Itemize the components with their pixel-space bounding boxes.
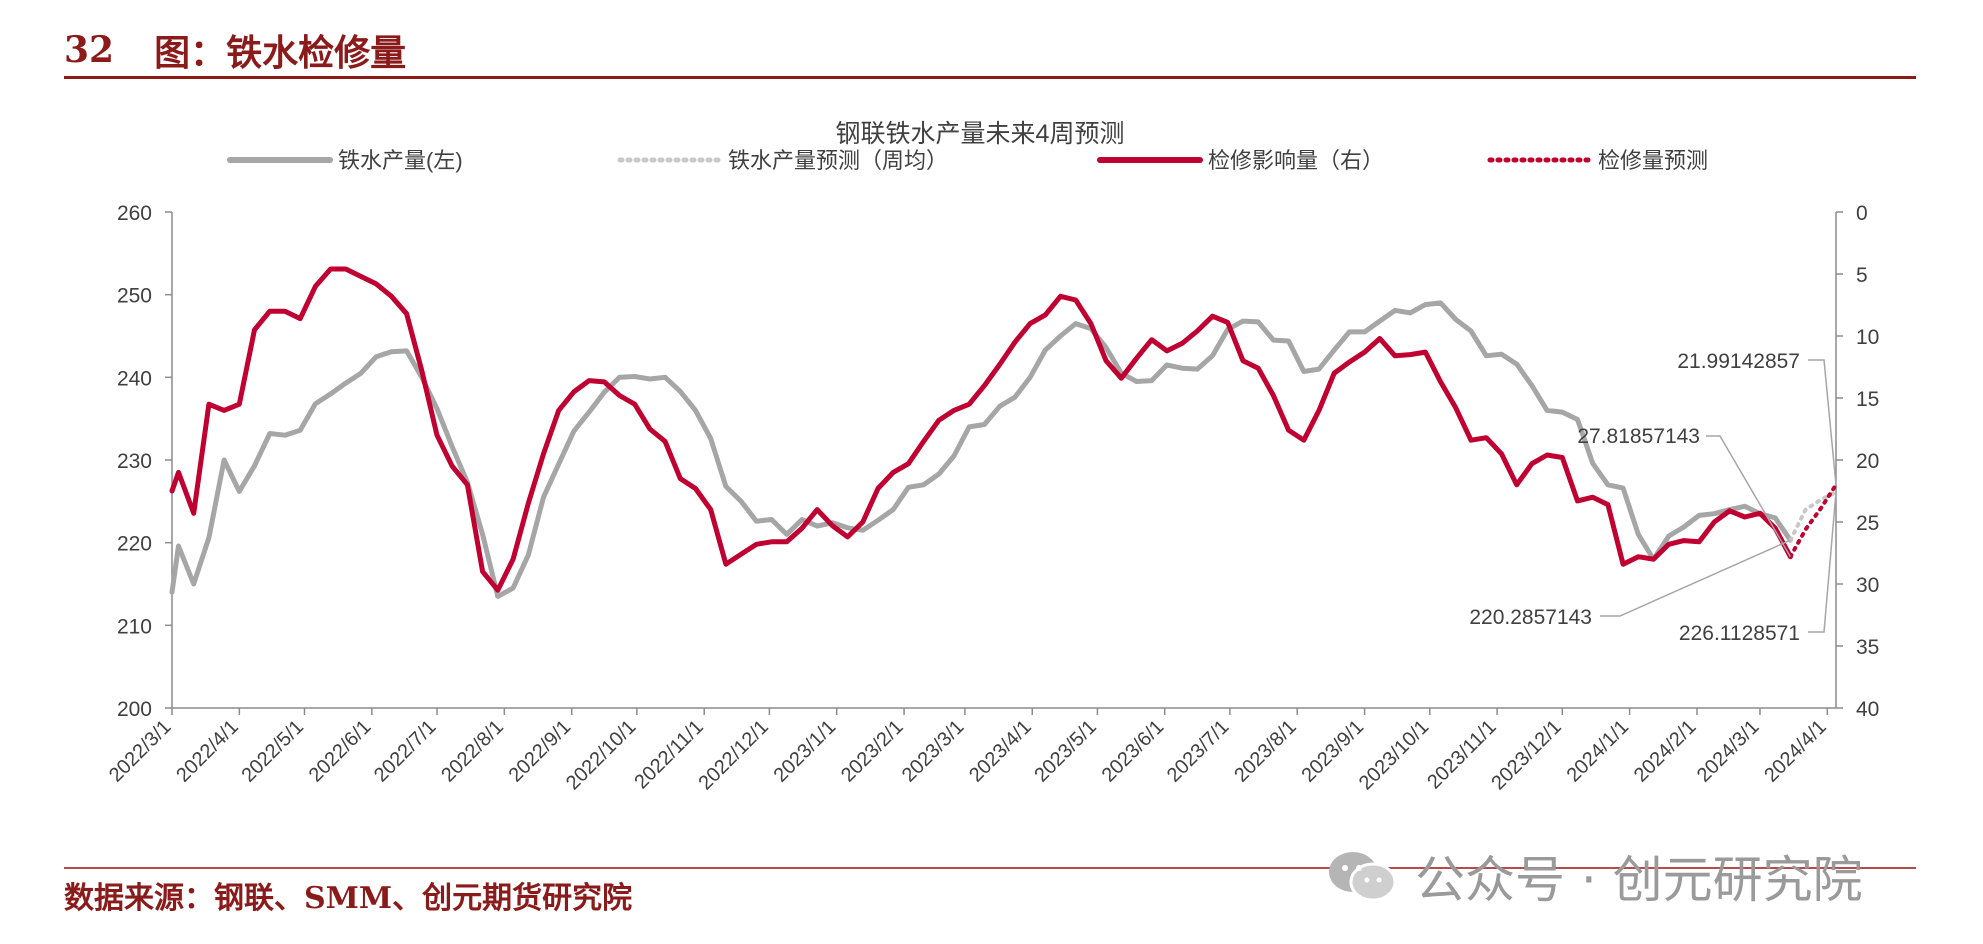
chart-title: 钢联铁水产量未来4周预测 [836,120,1125,148]
x-tick-label: 2023/8/1 [1230,716,1301,787]
right-tick-label: 0 [1856,202,1868,225]
annotation-leader [1808,359,1837,485]
right-tick-label: 25 [1856,512,1879,535]
legend: 铁水产量(左) 铁水产量预测（周均） 检修影响量（右） 检修量预测 [227,148,1708,173]
legend-label: 铁水产量(左) [338,148,463,173]
x-tick-label: 2024/4/1 [1760,716,1831,787]
legend-label: 检修量预测 [1598,148,1708,173]
watermark: 公众号 · 创元研究院 [1325,840,1863,912]
right-tick-label: 20 [1856,450,1879,473]
legend-item: 铁水产量预测（周均） [617,148,948,173]
x-tick-label: 2023/5/1 [1030,716,1101,787]
x-tick-label: 2023/7/1 [1163,716,1234,787]
annotation-leader [1808,492,1837,633]
x-tick-label: 2023/2/1 [837,716,908,787]
annotation-label: 27.81857143 [1577,425,1700,448]
right-tick-label: 15 [1856,388,1879,411]
watermark-text: 公众号 · 创元研究院 [1415,851,1863,909]
x-tick-label: 2024/3/1 [1693,716,1764,787]
right-tick-label: 5 [1856,264,1868,287]
figure-title: 图：铁水检修量 [154,32,407,74]
left-tick-label: 250 [117,285,152,308]
annotation-label: 21.99142857 [1677,350,1800,373]
figure-number: 32 [64,29,115,71]
x-tick-label: 2022/3/1 [105,716,176,787]
x-tick-label: 2024/2/1 [1630,716,1701,787]
right-tick-label: 40 [1856,698,1879,721]
x-tick-label: 2022/10/1 [562,716,640,794]
axes: 200 210 220 230 240 250 260 0 5 10 15 20 25 30 35 40 202… [105,202,1879,794]
right-tick-label: 30 [1856,574,1879,597]
x-tick-label: 2023/1/1 [770,716,841,787]
x-tick-label: 2024/1/1 [1563,716,1634,787]
x-tick-label: 2023/4/1 [965,716,1036,787]
header-divider [64,76,1916,79]
series-layer [169,266,1838,599]
x-tick-label: 2022/8/1 [437,716,508,787]
x-tick-label: 2023/10/1 [1355,716,1433,794]
left-tick-label: 220 [117,533,152,556]
maintenance-forecast-line [1788,482,1838,559]
legend-item: 检修量预测 [1487,148,1708,173]
wechat-icon [1329,852,1397,902]
production-line [169,300,1793,599]
right-tick-label: 35 [1856,636,1879,659]
x-tick-label: 2022/7/1 [370,716,441,787]
legend-label: 检修影响量（右） [1208,148,1384,173]
footer-divider [64,867,1916,869]
source-note: 数据来源：钢联、SMM、创元期货研究院 [64,881,633,916]
x-tick-label: 2023/3/1 [898,716,969,787]
annotation-label: 226.1128571 [1679,622,1800,645]
x-tick-label: 2023/12/1 [1487,716,1565,794]
maintenance-line [169,266,1793,593]
left-tick-label: 240 [117,367,152,390]
left-tick-label: 230 [117,450,152,473]
x-tick-label: 2022/5/1 [237,716,308,787]
x-tick-label: 2022/6/1 [305,716,376,787]
annotation-label: 220.2857143 [1469,606,1592,629]
x-tick-label: 2022/12/1 [694,716,772,794]
x-tick-label: 2023/6/1 [1098,716,1169,787]
legend-item: 检修影响量（右） [1097,148,1384,173]
legend-label: 铁水产量预测（周均） [728,148,948,173]
left-tick-label: 200 [117,698,152,721]
left-tick-label: 260 [117,202,152,225]
right-tick-label: 10 [1856,326,1879,349]
annotation-leader [1706,435,1792,558]
legend-item: 铁水产量(左) [227,148,463,173]
annotation-layer: 21.99142857 27.81857143 220.2857143 226.112… [1469,350,1837,645]
production-forecast-line [1788,490,1838,543]
x-tick-label: 2022/4/1 [172,716,243,787]
annotation-leader [1600,539,1791,617]
page-header: 32 图：铁水检修量 [64,22,406,78]
left-tick-label: 210 [117,615,152,638]
